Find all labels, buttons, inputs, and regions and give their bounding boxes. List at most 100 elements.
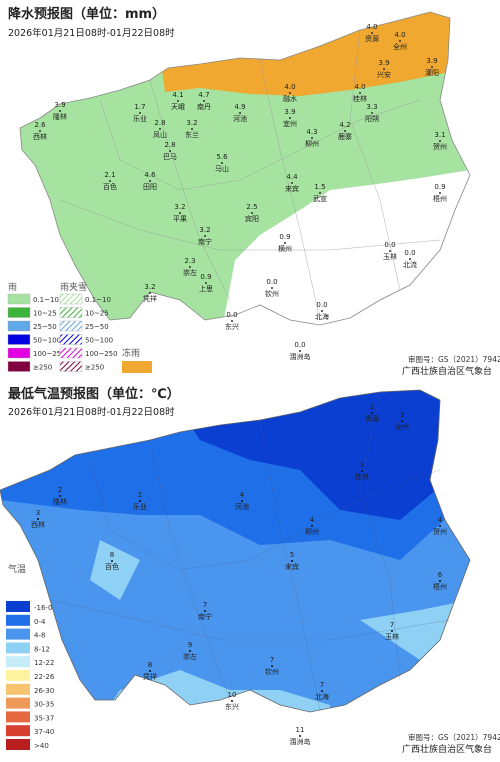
station-value: 0.9	[200, 273, 211, 281]
station-value: 7	[203, 601, 207, 609]
station-name: 柳州	[305, 139, 319, 148]
station-value: 7	[390, 621, 394, 629]
station-dot	[179, 212, 181, 214]
station-dot	[241, 500, 243, 502]
station-dot	[149, 670, 151, 672]
station-name: 涠洲岛	[290, 737, 311, 746]
border	[0, 389, 471, 713]
station-value: 4.4	[286, 173, 298, 181]
station-name: 资源	[365, 414, 379, 423]
station-value: 3.1	[434, 131, 445, 139]
station-dot	[344, 130, 346, 132]
station-name: 凤山	[153, 130, 167, 139]
sleet-legend-label: 10~25	[85, 310, 109, 318]
station-name: 上思	[199, 284, 213, 293]
station-name: 百色	[103, 182, 117, 191]
sleet-swatch	[59, 334, 83, 345]
station-name: 融水	[283, 94, 297, 103]
station-value: 7	[320, 681, 324, 689]
station-dot	[319, 192, 321, 194]
station-name: 崇左	[183, 652, 197, 661]
station-dot	[251, 212, 253, 214]
rain-legend-label: 10~25	[33, 310, 57, 318]
sleet-swatch	[59, 320, 83, 332]
sleet-legend-label: 25~50	[85, 323, 109, 331]
station-dot	[439, 580, 441, 582]
station-value: 0.0	[404, 249, 415, 257]
station-dot	[59, 110, 61, 112]
station-name: 南宁	[198, 612, 212, 621]
temp-legend-label: 8-12	[34, 645, 50, 653]
precip-title: 降水预报图（单位：mm）	[8, 6, 165, 22]
sleet-legend-label: ≥250	[85, 364, 104, 372]
sleet-swatch	[59, 347, 83, 359]
station-value: 9	[188, 641, 192, 649]
temp-map	[0, 389, 471, 713]
station-value: 0.9	[434, 183, 445, 191]
station-dot	[383, 68, 385, 70]
station-dot	[231, 320, 233, 322]
station-value: 4.0	[284, 83, 295, 91]
temp-legend-label: >40	[34, 742, 49, 750]
station-value: 0.0	[384, 241, 395, 249]
station-name: 灌阳	[425, 68, 439, 77]
station-name: 全州	[393, 42, 407, 51]
station-value: 8	[110, 551, 114, 559]
approval: 审图号：GS（2021）7942号	[408, 732, 500, 742]
freezing-legend-title: 冻雨	[122, 347, 140, 359]
station-name: 贺州	[433, 142, 447, 151]
temp-legend-label: 4-8	[34, 632, 45, 640]
station-value: 2.8	[154, 119, 165, 127]
station-value: 0.0	[226, 311, 237, 319]
station-value: 2.1	[104, 171, 115, 179]
station-name: 凭祥	[143, 294, 157, 303]
station-name: 钦州	[265, 667, 279, 676]
station-name: 阳朔	[365, 114, 379, 123]
rain-swatch	[7, 293, 31, 305]
station-value: 2.6	[34, 121, 46, 129]
station-name: 玉林	[385, 632, 399, 641]
station-name: 宾阳	[245, 214, 259, 223]
station-name: 马山	[215, 164, 229, 173]
station-dot	[239, 112, 241, 114]
temp-swatch	[6, 725, 30, 737]
station-value: 3.2	[199, 226, 210, 234]
station-dot	[169, 150, 171, 152]
station-name: 宜州	[283, 119, 297, 128]
station-dot	[321, 690, 323, 692]
station-name: 贺州	[433, 527, 447, 536]
temp-swatch	[6, 670, 30, 681]
temp-swatch	[6, 656, 30, 668]
station-name: 鹿寨	[338, 132, 352, 141]
station-dot	[159, 128, 161, 130]
station-dot	[291, 182, 293, 184]
rain-legend-title: 雨	[8, 282, 17, 293]
station-dot	[205, 282, 207, 284]
station-dot	[311, 525, 313, 527]
station-name: 全州	[395, 422, 409, 431]
temp-legend-label: 37-40	[34, 728, 54, 736]
station-name: 梧州	[433, 582, 447, 591]
station-value: 5.6	[216, 153, 228, 161]
temp-legend-label: 30-35	[34, 701, 54, 709]
station-value: 4.2	[339, 121, 350, 129]
station-dot	[284, 242, 286, 244]
station-name: 河池	[235, 502, 249, 511]
station-value: 3.2	[144, 283, 155, 291]
station-name: 兴安	[377, 70, 391, 79]
station-name: 武宣	[313, 194, 327, 203]
station-value: 2	[58, 486, 62, 494]
station-value: 2	[138, 491, 142, 499]
sleet-swatch	[59, 293, 83, 305]
temp-date: 2026年01月21日08时-01月22日08时	[8, 406, 175, 418]
station-dot	[111, 560, 113, 562]
temp-swatch	[6, 628, 30, 640]
station-value: 3	[36, 509, 40, 517]
rain-swatch	[7, 307, 31, 318]
station-dot	[189, 266, 191, 268]
station-name: 横州	[278, 244, 292, 253]
station-dot	[39, 130, 41, 132]
station-dot	[139, 112, 141, 114]
station-dot	[359, 92, 361, 94]
station-value: 3.9	[284, 108, 295, 116]
